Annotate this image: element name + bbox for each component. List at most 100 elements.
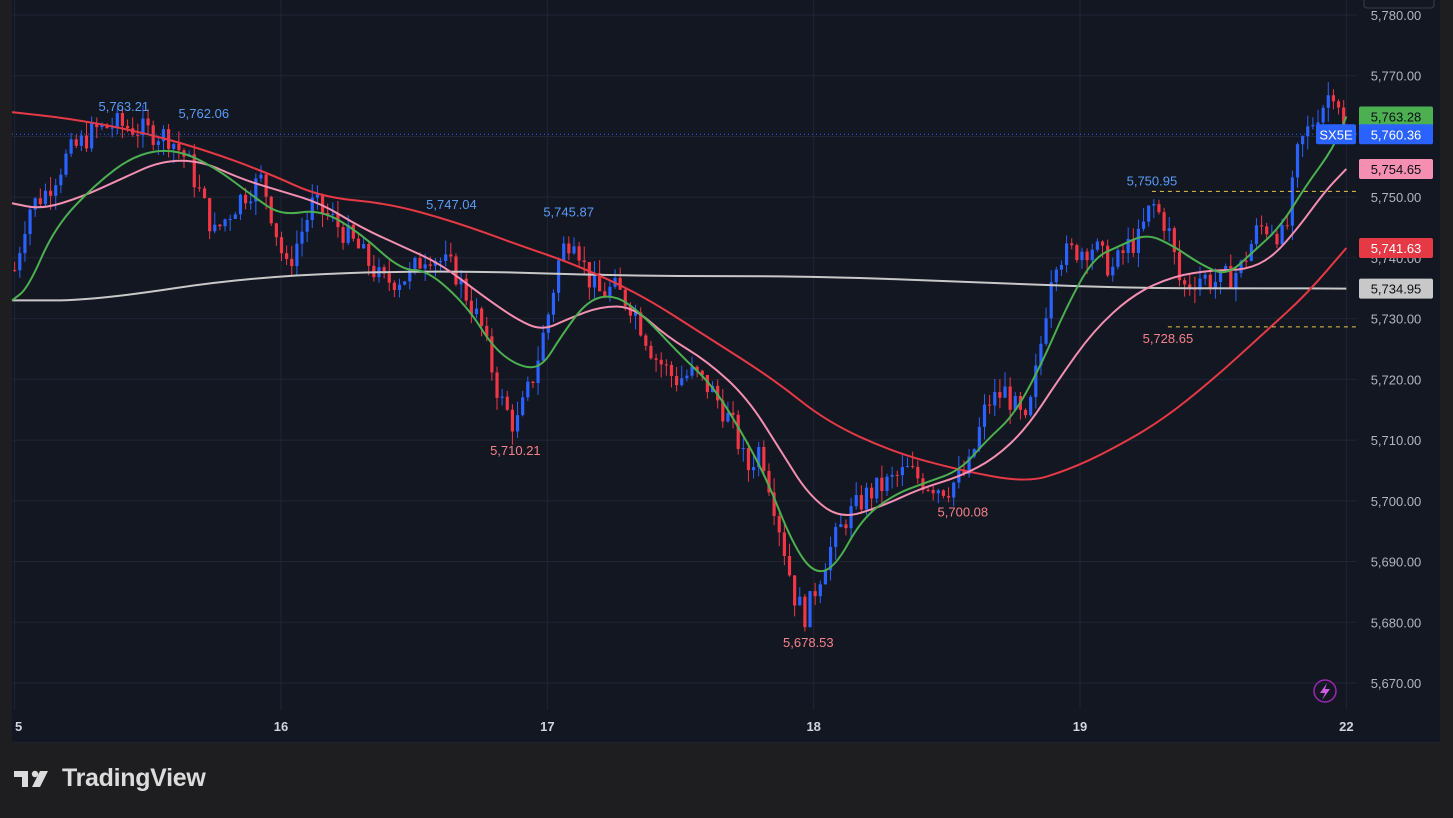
candle-body xyxy=(1342,107,1346,127)
candle-body xyxy=(433,261,438,266)
candle-body xyxy=(454,256,458,285)
candle-body xyxy=(690,366,694,376)
time-tick-label-5: 22 xyxy=(1339,719,1353,734)
candle-body xyxy=(228,218,232,220)
candle-body xyxy=(444,254,448,261)
candle-body xyxy=(926,489,930,491)
candle-body xyxy=(1013,396,1017,410)
candle-body xyxy=(1075,245,1079,261)
candle-body xyxy=(736,414,740,449)
candle-body xyxy=(13,270,17,272)
candle-body xyxy=(1229,266,1233,288)
price-tick-label-0: 5,670.00 xyxy=(1371,676,1422,691)
candle-body xyxy=(895,474,899,476)
candle-body xyxy=(526,381,530,398)
candle-body xyxy=(541,332,545,361)
tradingview-logo[interactable]: TradingView xyxy=(14,764,206,793)
candle-body xyxy=(746,448,751,471)
candle-body xyxy=(485,325,489,337)
candle-body xyxy=(69,139,73,154)
candle-body xyxy=(95,123,99,128)
candle-body xyxy=(803,596,807,628)
candle-body xyxy=(279,237,284,254)
candle-body xyxy=(875,477,879,499)
candle-body xyxy=(1029,397,1033,416)
candle-body xyxy=(1311,124,1315,127)
candle-body xyxy=(84,135,89,149)
candle-body xyxy=(1136,228,1141,253)
right-edge-strip xyxy=(1440,0,1453,743)
candle-body xyxy=(1290,177,1294,226)
price-tag-last-bg xyxy=(1359,124,1433,145)
candle-body xyxy=(767,470,771,493)
candle-body xyxy=(885,476,889,491)
candle-body xyxy=(839,524,843,528)
candle-body xyxy=(808,591,812,628)
price-axis-top-box xyxy=(1363,0,1435,9)
candle-body xyxy=(993,392,997,406)
candle-body xyxy=(844,524,848,529)
candle-body xyxy=(382,267,386,274)
candle-body xyxy=(238,194,243,215)
candle-body xyxy=(1157,204,1161,213)
candle-body xyxy=(623,289,627,306)
price-tag-ma-slow-bg xyxy=(1359,238,1433,259)
annotation-label-5: 5,678.53 xyxy=(783,635,834,650)
candle-body xyxy=(1224,266,1228,271)
candle-body xyxy=(1183,280,1187,285)
candle-body xyxy=(79,135,83,146)
left-edge xyxy=(0,0,12,743)
candle-body xyxy=(680,378,684,386)
candle-body xyxy=(751,467,756,471)
candle-body xyxy=(598,273,602,292)
candle-body xyxy=(515,415,520,432)
candle-body xyxy=(351,224,355,239)
candle-body xyxy=(464,278,468,301)
candle-body xyxy=(880,477,884,491)
time-tick-label-4: 19 xyxy=(1073,719,1087,734)
lightning-icon[interactable] xyxy=(1313,679,1337,703)
candle-body xyxy=(659,359,663,365)
candle-body xyxy=(618,277,622,290)
candle-body xyxy=(1059,264,1064,270)
price-tick-label-11: 5,780.00 xyxy=(1371,8,1422,23)
candle-body xyxy=(1090,249,1094,261)
candle-body xyxy=(136,134,140,136)
ma-fast-line xyxy=(11,116,1348,573)
candle-body xyxy=(1326,95,1330,108)
candle-body xyxy=(74,139,78,146)
annotation-label-3: 5,745.87 xyxy=(543,204,594,219)
ma-mid-line xyxy=(11,159,1348,516)
candle-body xyxy=(669,364,674,377)
candle-body xyxy=(1080,251,1084,261)
ma-slow-line xyxy=(11,111,1348,481)
candle-body xyxy=(38,198,42,205)
candle-body xyxy=(438,260,443,262)
candle-body xyxy=(326,212,330,215)
annotation-label-8: 5,728.65 xyxy=(1143,331,1194,346)
candle-body xyxy=(1023,409,1028,416)
candle-body xyxy=(408,268,412,282)
candle-body xyxy=(577,246,581,261)
candle-body xyxy=(1316,122,1320,125)
price-tag-ma-fast: 5,763.28 xyxy=(1371,110,1422,125)
candle-body xyxy=(202,188,207,199)
candle-body xyxy=(936,490,940,494)
candle-body xyxy=(726,412,730,422)
candle-body xyxy=(1152,204,1156,206)
footer xyxy=(0,743,1453,818)
candle-body xyxy=(505,396,509,410)
candle-body xyxy=(177,143,181,151)
candle-body xyxy=(259,174,263,179)
candle-body xyxy=(793,575,797,606)
candle-body xyxy=(1095,241,1099,250)
candle-body xyxy=(757,446,761,468)
candle-body xyxy=(418,258,422,269)
candle-body xyxy=(762,446,766,471)
candle-body xyxy=(33,198,37,210)
candle-body xyxy=(1049,282,1053,319)
chart-area[interactable]: 5,763.21 5,762.06 5,747.04 5,745.87 5,710.21… xyxy=(0,0,1453,743)
annotation-label-0: 5,763.21 xyxy=(99,99,150,114)
candle-body xyxy=(900,467,904,476)
candle-body xyxy=(1172,228,1176,253)
